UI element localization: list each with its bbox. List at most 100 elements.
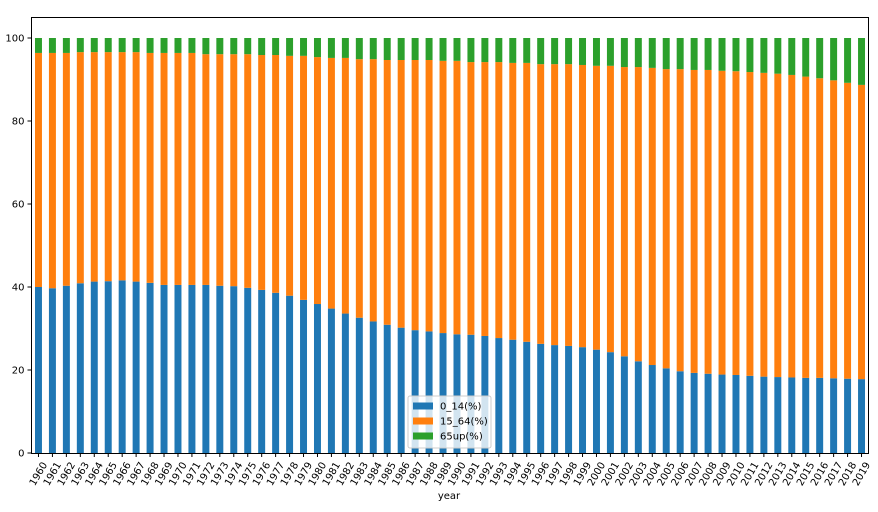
bar-65up-2017 xyxy=(830,38,838,81)
bar-014-2002 xyxy=(620,356,628,453)
bar-1564-1970 xyxy=(174,52,182,285)
bar-014-1980 xyxy=(313,304,321,453)
bar-014-1981 xyxy=(327,308,335,453)
bar-65up-1960 xyxy=(34,38,42,53)
bar-1564-2000 xyxy=(592,65,600,350)
y-tick-label: 80 xyxy=(12,117,25,128)
bar-014-1982 xyxy=(341,313,349,453)
bar-65up-1988 xyxy=(425,38,433,60)
bar-014-2012 xyxy=(760,376,768,453)
bar-65up-1974 xyxy=(230,38,238,55)
bar-1564-2009 xyxy=(718,70,726,375)
bar-1564-1967 xyxy=(132,52,140,282)
bar-014-1963 xyxy=(76,283,84,453)
plot-frame xyxy=(31,17,869,454)
bar-65up-1989 xyxy=(439,38,447,61)
bar-65up-1971 xyxy=(188,38,196,53)
bar-65up-1963 xyxy=(76,38,84,53)
bar-1564-2008 xyxy=(704,69,712,374)
bar-014-2019 xyxy=(858,379,866,453)
bar-014-1977 xyxy=(272,292,280,453)
bar-014-1990 xyxy=(453,334,461,453)
bar-1564-1964 xyxy=(90,52,98,282)
bar-014-2007 xyxy=(690,372,698,453)
bar-65up-2019 xyxy=(858,38,866,85)
bar-1564-2015 xyxy=(802,76,810,378)
bar-1564-1994 xyxy=(509,62,517,340)
bar-65up-1973 xyxy=(216,38,224,55)
bar-65up-1978 xyxy=(286,38,294,56)
bar-014-2004 xyxy=(648,365,656,453)
bar-1564-1975 xyxy=(244,54,252,288)
bar-014-1976 xyxy=(258,289,266,453)
bar-1564-1972 xyxy=(202,54,210,285)
bar-014-2000 xyxy=(592,349,600,453)
bar-1564-2001 xyxy=(606,65,614,353)
bar-65up-2008 xyxy=(704,38,712,70)
bar-65up-1977 xyxy=(272,38,280,56)
bar-65up-1969 xyxy=(160,38,168,53)
bar-65up-1994 xyxy=(509,38,517,63)
bar-65up-1970 xyxy=(174,38,182,53)
bar-014-1967 xyxy=(132,281,140,453)
bar-1564-1966 xyxy=(118,52,126,281)
bar-65up-2002 xyxy=(620,38,628,68)
bar-1564-1974 xyxy=(230,54,238,287)
bar-65up-1966 xyxy=(118,38,126,53)
bar-014-1999 xyxy=(579,347,587,453)
bar-1564-2002 xyxy=(620,67,628,357)
bar-65up-1991 xyxy=(467,38,475,63)
bar-1564-2003 xyxy=(634,67,642,362)
bar-1564-1960 xyxy=(34,52,42,287)
bar-014-1961 xyxy=(48,288,56,453)
x-axis-label: year xyxy=(438,491,461,502)
bar-014-2013 xyxy=(774,377,782,453)
bar-65up-1961 xyxy=(48,38,56,53)
bar-014-1960 xyxy=(34,287,42,453)
bar-014-2008 xyxy=(704,373,712,453)
bar-014-1998 xyxy=(565,345,573,453)
bar-014-2001 xyxy=(606,352,614,453)
bar-014-2015 xyxy=(802,377,810,453)
bar-1564-1985 xyxy=(383,59,391,325)
bar-65up-2000 xyxy=(592,38,600,66)
bar-1564-1990 xyxy=(453,60,461,335)
y-tick-label: 20 xyxy=(12,366,25,377)
bar-1564-1976 xyxy=(258,55,266,290)
bar-65up-2010 xyxy=(732,38,740,72)
bar-014-1988 xyxy=(425,331,433,453)
bar-1564-2004 xyxy=(648,67,656,366)
bar-65up-1995 xyxy=(523,38,531,63)
bar-65up-1980 xyxy=(313,38,321,58)
bar-65up-2009 xyxy=(718,38,726,71)
y-tick-label: 60 xyxy=(12,200,25,211)
bar-65up-1979 xyxy=(300,38,308,56)
bar-014-2005 xyxy=(662,368,670,453)
bar-65up-1997 xyxy=(551,38,559,65)
bar-1564-1969 xyxy=(160,52,168,285)
y-axis: 0 20 40 60 80 100 xyxy=(5,34,32,460)
bar-65up-2014 xyxy=(788,38,796,75)
bar-65up-2015 xyxy=(802,38,810,77)
bar-014-1970 xyxy=(174,284,182,453)
bar-1564-1973 xyxy=(216,54,224,286)
bar-014-2016 xyxy=(816,377,824,453)
bar-1564-1965 xyxy=(104,52,112,282)
bar-65up-1976 xyxy=(258,38,266,56)
bar-014-2006 xyxy=(676,371,684,453)
bar-014-1995 xyxy=(523,341,531,453)
bar-014-1993 xyxy=(495,338,503,453)
bar-65up-1992 xyxy=(481,38,489,63)
bar-1564-1981 xyxy=(327,57,335,309)
bar-65up-1987 xyxy=(411,38,419,60)
bar-1564-1988 xyxy=(425,59,433,332)
bar-014-1971 xyxy=(188,284,196,453)
bar-014-2017 xyxy=(830,378,838,453)
bar-65up-2006 xyxy=(676,38,684,70)
bar-65up-1965 xyxy=(104,38,112,53)
bar-014-1966 xyxy=(118,280,126,453)
bar-65up-1972 xyxy=(202,38,210,55)
bar-65up-2004 xyxy=(648,38,656,68)
bar-65up-1975 xyxy=(244,38,252,55)
bar-65up-1981 xyxy=(327,38,335,58)
